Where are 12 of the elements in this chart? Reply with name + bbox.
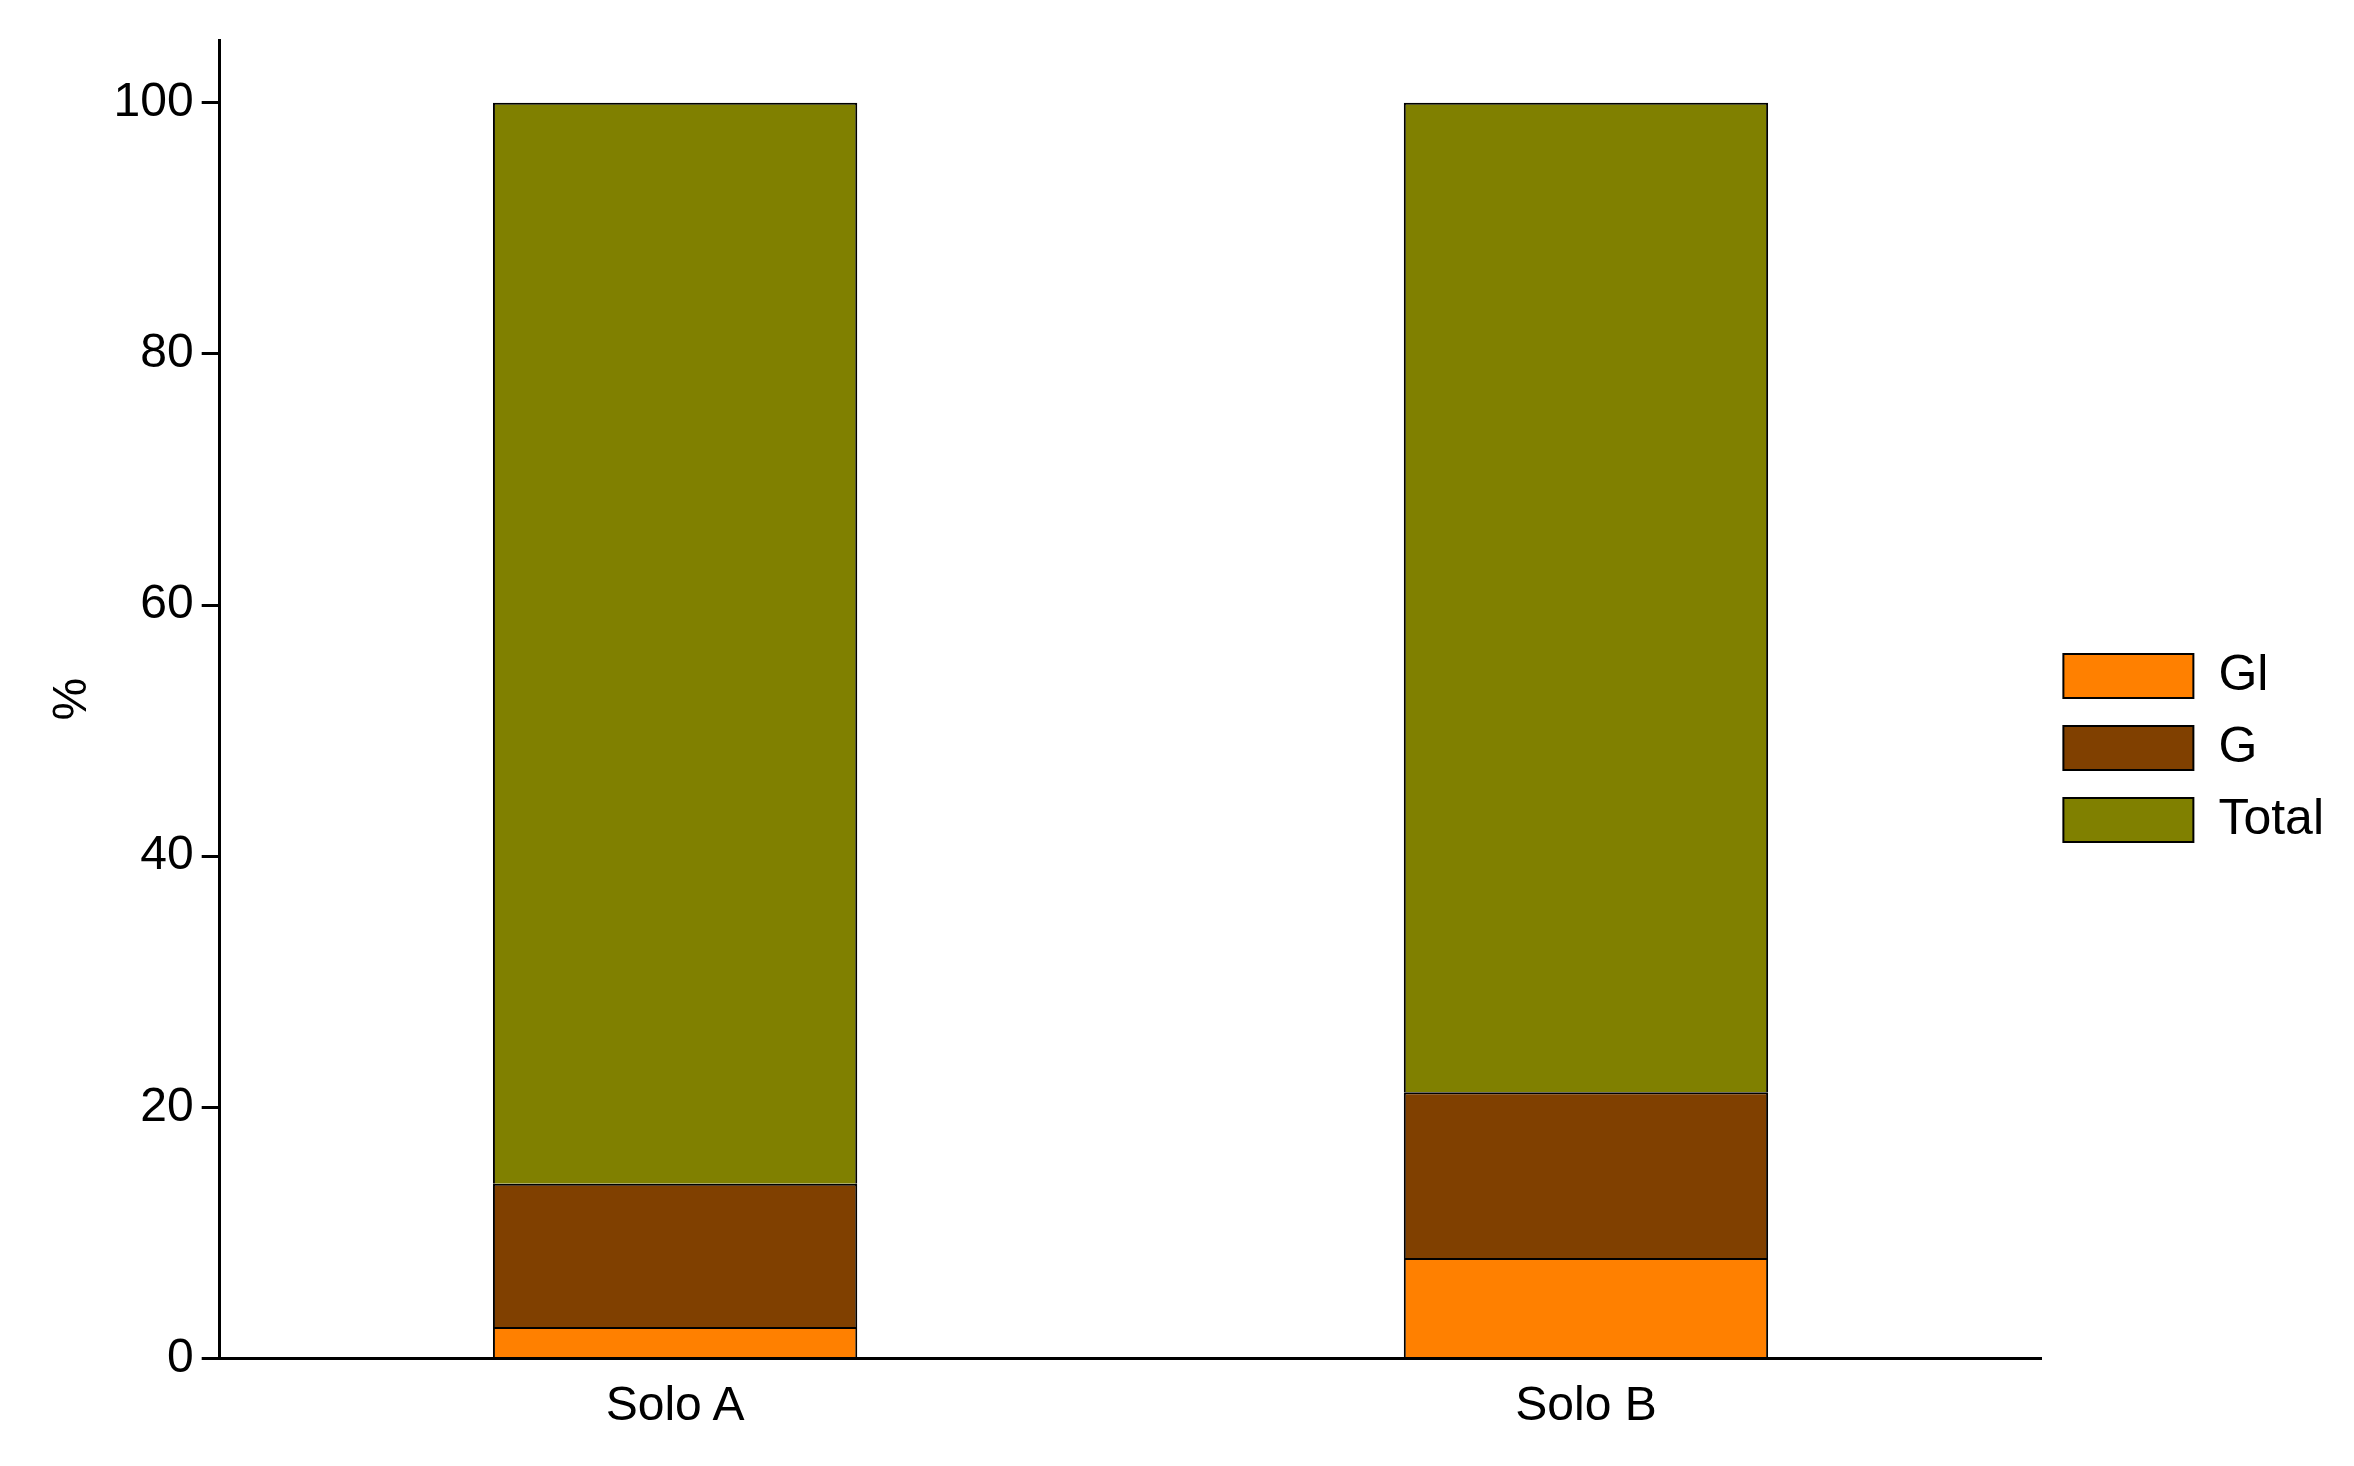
legend-label: Total <box>2218 788 2325 845</box>
y-tick-label: 60 <box>140 575 194 629</box>
y-tick-label: 20 <box>140 1077 194 1131</box>
x-tick-label: Solo A <box>605 1377 745 1431</box>
y-axis-title: % <box>43 677 97 721</box>
legend-label: Gl <box>2218 644 2269 701</box>
legend-label: G <box>2218 716 2258 773</box>
y-tick-label: 0 <box>166 1328 194 1382</box>
y-tick-label: 80 <box>140 324 194 378</box>
y-tick-label: 40 <box>140 826 194 880</box>
y-tick-label: 100 <box>113 73 194 127</box>
x-tick-label: Solo B <box>1515 1377 1657 1431</box>
